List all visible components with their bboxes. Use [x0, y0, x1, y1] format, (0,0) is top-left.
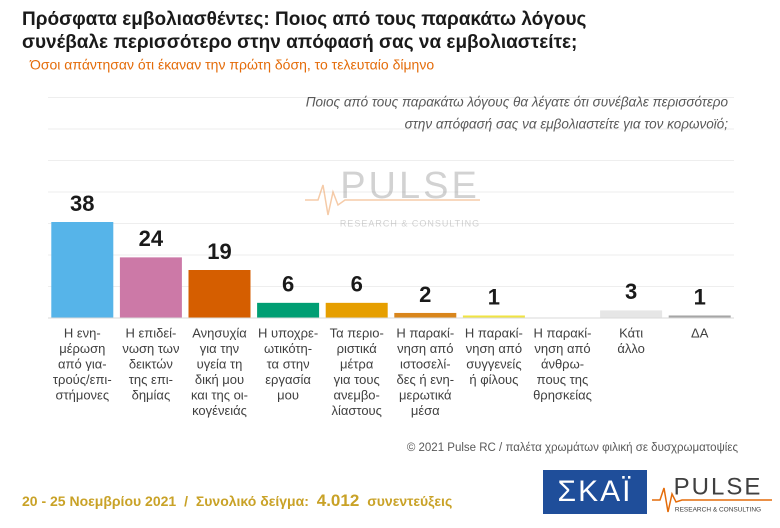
- bar: [668, 315, 731, 318]
- watermark-line: [305, 184, 480, 216]
- bar: [119, 257, 182, 318]
- x-tick-label: νηση από: [397, 341, 453, 356]
- footer-sample-label: Συνολικό δείγμα:: [196, 493, 309, 509]
- footer-sep: /: [184, 493, 188, 509]
- footer-dates: 20 - 25 Νοεμβρίου 2021: [22, 493, 176, 509]
- watermark-text: RESEARCH & CONSULTING: [340, 218, 480, 228]
- value-label: 19: [207, 239, 231, 264]
- logo-pulse-sub: RESEARCH & CONSULTING: [675, 507, 761, 514]
- value-label: 38: [70, 191, 94, 216]
- bar: [51, 222, 114, 318]
- x-tick-label: θρησκείας: [533, 387, 592, 402]
- chart-subtitle: Όσοι απάντησαν ότι έκαναν την πρώτη δόση…: [29, 57, 434, 73]
- x-tick-label: τα στην: [267, 356, 310, 371]
- chart-title: συνέβαλε περισσότερο στην απόφασή σας να…: [22, 32, 577, 53]
- x-tick-label: νηση από: [534, 341, 590, 356]
- logo-pulse: PULSE: [674, 473, 763, 500]
- bar: [462, 315, 525, 318]
- footer: 20 - 25 Νοεμβρίου 2021 / Συνολικό δείγμα…: [22, 491, 452, 510]
- x-tick-label: ή φίλους: [469, 372, 518, 387]
- x-tick-label: δική μου: [195, 372, 244, 387]
- value-label: 2: [419, 282, 431, 307]
- question: Ποιος από τους παρακάτω λόγους θα λέγατε…: [306, 95, 729, 110]
- x-tick-label: της επι-: [129, 372, 173, 387]
- x-tick-label: εργασία: [265, 372, 311, 387]
- x-tick-label: από για-: [58, 356, 107, 371]
- x-tick-label: Η παρακί-: [534, 325, 592, 340]
- x-tick-label: Η ενη-: [64, 325, 101, 340]
- x-tick-label: δες ή ενη-: [396, 372, 454, 387]
- x-tick-label: Η παρακί-: [465, 325, 523, 340]
- x-tick-label: κογένειάς: [192, 403, 247, 418]
- value-label: 1: [488, 284, 500, 309]
- x-tick-label: Ανησυχία: [192, 325, 247, 340]
- x-tick-label: Η υποχρε-: [258, 325, 318, 340]
- bar: [257, 302, 320, 318]
- value-label: 3: [625, 279, 637, 304]
- x-tick-label: ριστικά: [337, 341, 378, 356]
- logo-line: [652, 487, 772, 513]
- x-tick-label: μέρωση: [59, 341, 105, 356]
- footer-unit: συνεντεύξεις: [367, 493, 452, 509]
- x-tick-label: δημίας: [132, 387, 171, 402]
- value-label: 24: [139, 226, 164, 251]
- value-label: 6: [282, 272, 294, 297]
- bar: [325, 302, 388, 318]
- x-tick-label: ανεμβο-: [334, 387, 380, 402]
- value-label: 6: [351, 272, 363, 297]
- watermark-text: PULSE: [340, 165, 480, 207]
- footer-sample: 4.012: [317, 491, 360, 510]
- x-tick-label: για την: [200, 341, 239, 356]
- x-tick-label: Η επιδεί-: [125, 325, 176, 340]
- x-tick-label: μου: [277, 387, 299, 402]
- bar: [600, 310, 663, 318]
- x-tick-label: Κάτι: [619, 325, 643, 340]
- chart-title: Πρόσφατα εμβολιασθέντες: Ποιος από τους …: [22, 9, 587, 30]
- copyright: © 2021 Pulse RC / παλέτα χρωμάτων φιλική…: [407, 442, 739, 454]
- x-tick-label: Η παρακί-: [396, 325, 454, 340]
- logo-box: [543, 470, 647, 514]
- bar: [188, 270, 251, 318]
- x-tick-label: άλλο: [617, 341, 645, 356]
- x-tick-label: μέσα: [411, 403, 440, 418]
- x-tick-label: ωτικότη-: [264, 341, 312, 356]
- x-tick-label: στήμονες: [55, 387, 109, 402]
- x-tick-label: μέτρα: [340, 356, 374, 371]
- x-tick-label: νωση των: [122, 341, 179, 356]
- x-tick-label: ιστοσελί-: [400, 356, 451, 371]
- x-tick-label: συγγενείς: [466, 356, 521, 371]
- x-tick-label: πους της: [537, 372, 589, 387]
- x-tick-label: άνθρω-: [541, 356, 584, 371]
- x-tick-label: δεικτών: [129, 356, 173, 371]
- question: στην απόφασή σας να εμβολιαστείτε για το…: [405, 117, 729, 132]
- x-tick-label: Τα περιο-: [330, 325, 384, 340]
- x-tick-label: λίαστους: [331, 403, 381, 418]
- value-label: 1: [694, 284, 706, 309]
- watermark: PULSE RESEARCH & CONSULTING: [305, 165, 480, 228]
- x-tick-label: ΔΑ: [691, 325, 709, 340]
- x-tick-label: για τους: [334, 372, 380, 387]
- x-tick-label: νηση από: [466, 341, 522, 356]
- x-tick-label: υγεία τη: [197, 356, 243, 371]
- logo-skai: ΣΚΑΪ: [558, 475, 633, 508]
- x-tick-label: και της οι-: [191, 387, 248, 402]
- bar: [394, 312, 457, 318]
- x-tick-label: τρούς/επι-: [53, 372, 112, 387]
- x-tick-label: μερωτικά: [399, 387, 452, 402]
